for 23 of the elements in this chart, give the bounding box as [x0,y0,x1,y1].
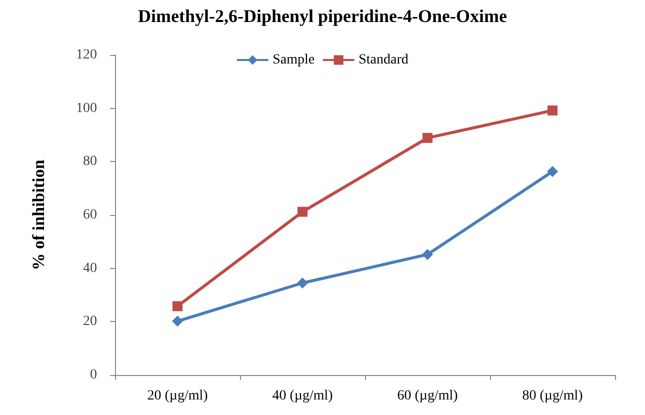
y-tick-label: 60 [83,208,97,222]
y-axis-title: % of inhibition [29,159,48,270]
x-tick-label: 80 (µg/ml) [522,388,584,404]
point [548,105,558,116]
y-tick-label: 40 [83,260,97,276]
point [172,316,183,327]
y-tick-label: 0 [90,368,97,382]
point [422,132,432,143]
y-tick-label: 80 [83,154,97,170]
y-tick-label: 20 [83,314,97,330]
legend-label: Sample [272,52,315,68]
y-tick-label: 100 [76,100,97,116]
point [172,301,182,312]
point [547,166,558,178]
x-tick-label: 60 (µg/ml) [397,388,458,404]
point [298,206,308,217]
x-tick-label: 20 (µg/ml) [147,388,208,404]
legend-label: Standard [358,52,408,68]
x-tick-label: 40 (µg/ml) [272,388,334,404]
point [297,278,308,288]
y-tick-label: 120 [76,48,97,62]
chart-title: Dimethyl-2,6-Diphenyl piperidine-4-One-Oxime [138,6,507,26]
point [422,248,433,260]
